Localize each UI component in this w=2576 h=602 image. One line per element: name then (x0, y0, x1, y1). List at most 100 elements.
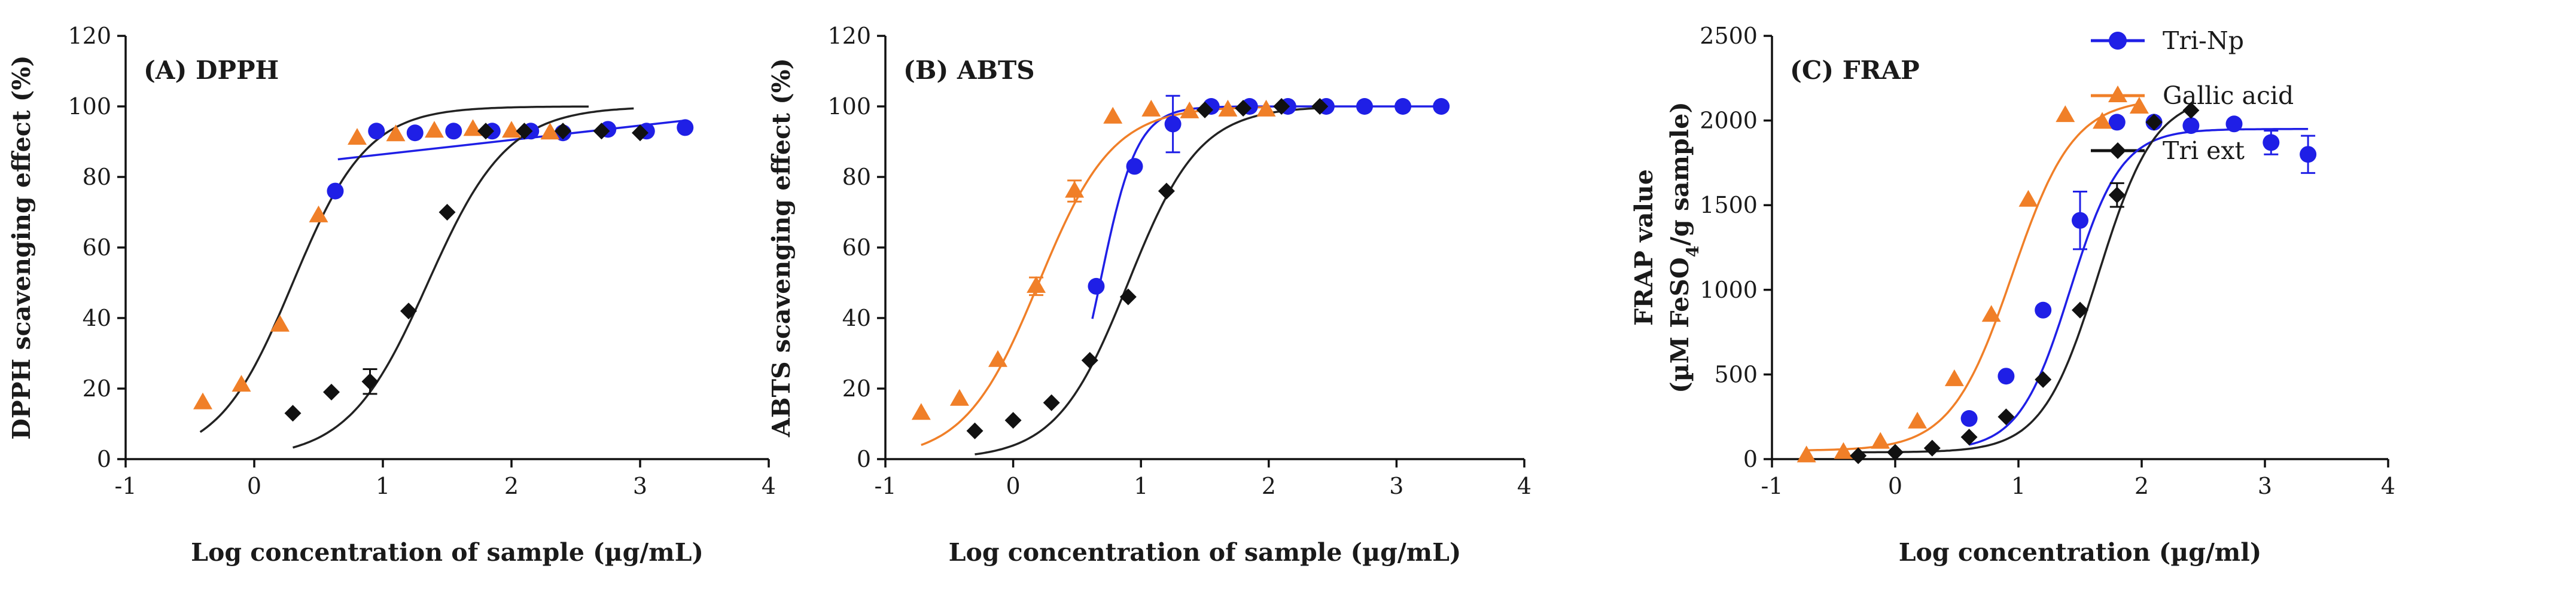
y-tick-label: 120 (827, 23, 871, 49)
data-point-gallic-acid (425, 121, 444, 138)
y-tick-label: 100 (68, 93, 111, 120)
data-point-gallic-acid (463, 119, 483, 136)
data-point-gallic-acid (1256, 99, 1276, 117)
data-point-tri-ext (2108, 187, 2126, 204)
x-tick-label: 4 (1517, 473, 1531, 499)
data-point-gallic-acid (1180, 101, 1199, 118)
x-tick-label: 0 (1888, 473, 1902, 499)
data-point-gallic-acid (386, 124, 406, 142)
panel-title: (B) ABTS (903, 56, 1035, 85)
data-point-tri-np (2225, 115, 2243, 133)
x-axis-title: Log concentration of sample (µg/mL) (191, 538, 704, 567)
data-point-tri-ext (2072, 301, 2088, 319)
data-point-tri-np (2263, 134, 2280, 151)
data-point-gallic-acid (502, 121, 521, 138)
y-tick-label: 100 (827, 93, 871, 120)
data-point-tri-ext (2035, 371, 2052, 388)
data-point-gallic-acid (270, 314, 290, 332)
data-point-tri-ext (1311, 98, 1329, 115)
x-tick-label: 3 (633, 473, 647, 499)
data-point-gallic-acid (1908, 411, 1928, 429)
data-point-tri-ext (1158, 182, 1175, 200)
y-tick-label: 0 (1743, 446, 1758, 472)
y-tick-label: 60 (842, 234, 871, 261)
data-point-gallic-acid (1027, 276, 1046, 293)
data-point-tri-np (327, 182, 344, 200)
legend-marker-circle-icon (2109, 32, 2127, 50)
x-tick-label: 0 (247, 473, 261, 499)
panel-title: (A) DPPH (144, 56, 279, 85)
y-tick-label: 1500 (1700, 192, 1758, 218)
data-point-tri-ext (284, 405, 302, 422)
data-point-gallic-acid (309, 205, 328, 222)
data-point-gallic-acid (988, 350, 1007, 367)
data-point-gallic-acid (1981, 305, 2001, 322)
data-point-gallic-acid (1141, 99, 1161, 117)
data-point-gallic-acid (1065, 181, 1085, 198)
data-point-gallic-acid (540, 123, 560, 140)
data-point-gallic-acid (1103, 106, 1123, 124)
fit-curve-gallic-acid (199, 105, 589, 433)
data-point-tri-ext (477, 123, 494, 140)
data-point-tri-ext (2145, 114, 2163, 131)
y-tick-label: 1000 (1700, 277, 1758, 303)
x-tick-label: -1 (1761, 473, 1783, 499)
y-tick-label: 40 (842, 305, 871, 331)
data-point-gallic-acid (2018, 190, 2038, 207)
fit-curve-gallic-acid (921, 106, 1266, 447)
data-point-gallic-acid (193, 392, 212, 410)
data-point-tri-np (677, 119, 694, 136)
legend-marker-diamond-icon (2109, 142, 2126, 159)
data-point-tri-np (2072, 212, 2088, 229)
fit-curve-tri-ext (293, 107, 634, 449)
data-point-tri-ext (1998, 408, 2015, 426)
data-point-tri-np (1394, 98, 1412, 115)
y-tick-label: 60 (83, 234, 111, 261)
data-point-tri-ext (516, 123, 533, 140)
x-tick-label: 1 (376, 473, 390, 499)
x-axis-title: Log concentration (µg/ml) (1899, 538, 2262, 567)
y-tick-label: 40 (83, 305, 111, 331)
data-point-tri-ext (1923, 439, 1941, 457)
x-tick-label: 4 (2381, 473, 2395, 499)
x-tick-label: -1 (874, 473, 896, 499)
data-point-tri-np (445, 123, 462, 140)
y-tick-label: 20 (842, 375, 871, 402)
y-tick-label: 0 (857, 446, 871, 472)
data-point-gallic-acid (2056, 105, 2075, 123)
data-point-tri-ext (1960, 429, 1978, 446)
x-tick-label: 1 (1134, 473, 1148, 499)
data-point-tri-ext (1887, 444, 1904, 461)
x-tick-label: 1 (2011, 473, 2026, 499)
legend-item-tri-np: Tri-Np (2091, 26, 2244, 55)
data-point-tri-ext (1273, 98, 1290, 115)
x-tick-label: 2 (2135, 473, 2149, 499)
legend-label-tri-ext: Tri ext (2163, 136, 2245, 165)
data-point-tri-ext (632, 124, 648, 142)
data-point-gallic-acid (1944, 369, 1964, 386)
data-point-tri-ext (966, 422, 983, 439)
y-tick-label: 80 (842, 164, 871, 190)
y-tick-label: 2000 (1700, 108, 1758, 134)
data-point-tri-np (2108, 114, 2126, 131)
data-point-gallic-acid (1796, 445, 1816, 463)
legend: Tri-Np Gallic acid Tri ext (2091, 26, 2294, 165)
data-point-gallic-acid (1834, 442, 1853, 459)
x-tick-label: 3 (1389, 473, 1403, 499)
data-point-tri-ext (439, 204, 456, 221)
data-point-tri-np (1356, 98, 1373, 115)
y-tick-label: 2500 (1700, 23, 1758, 49)
data-point-tri-ext (1235, 99, 1252, 117)
data-point-gallic-acid (348, 128, 367, 145)
x-tick-label: 2 (1262, 473, 1276, 499)
y-axis-units-subscript: 4 (1683, 246, 1703, 257)
y-axis-title-units: (µM FeSO4/g sample) (1665, 102, 1703, 393)
data-point-tri-np (1088, 277, 1105, 295)
data-point-tri-ext (1081, 352, 1098, 369)
data-point-tri-np (1433, 98, 1450, 115)
data-point-tri-ext (1043, 394, 1060, 411)
x-tick-label: -1 (114, 473, 136, 499)
